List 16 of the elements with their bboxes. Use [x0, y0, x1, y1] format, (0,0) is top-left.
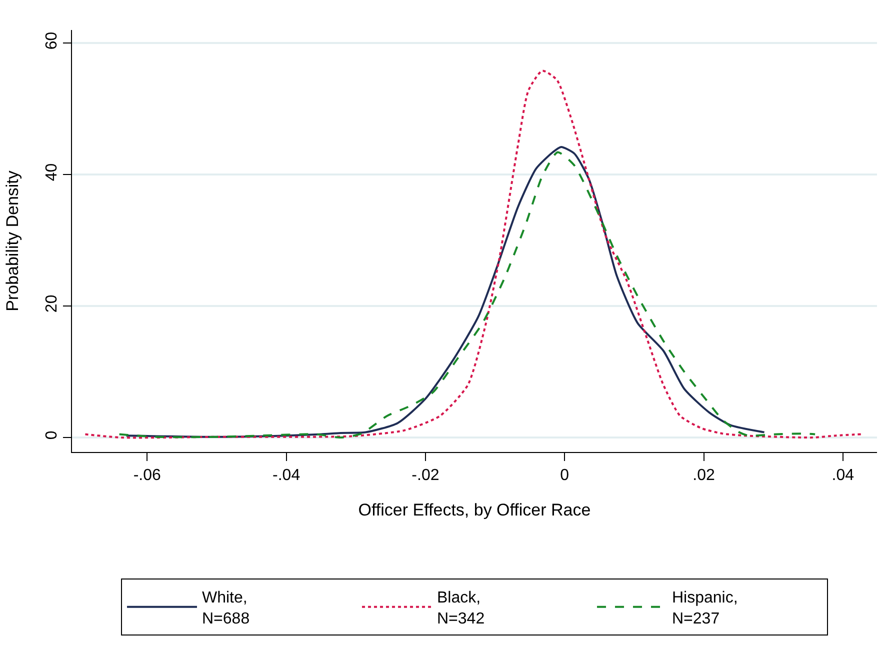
- x-tick-label: 0: [560, 467, 570, 484]
- x-tick-label: .04: [832, 467, 854, 484]
- legend-label: Black, N=342: [437, 590, 485, 628]
- x-tick-label: .02: [692, 467, 715, 484]
- x-tick-label: -.04: [272, 467, 300, 484]
- y-tick-label: 20: [44, 294, 61, 313]
- line-series: [84, 70, 862, 439]
- x-tick-label: -.06: [133, 467, 162, 484]
- y-tick-label: 60: [44, 32, 61, 50]
- x-axis-title: Officer Effects, by Officer Race: [358, 500, 591, 520]
- x-tick-label: -.02: [412, 467, 440, 484]
- legend-label: Hispanic, N=237: [672, 590, 738, 628]
- legend-label: White, N=688: [202, 590, 250, 628]
- y-tick-label: 40: [44, 163, 61, 182]
- y-tick-label: 0: [44, 430, 61, 440]
- y-axis-title: Probability Density: [3, 170, 22, 312]
